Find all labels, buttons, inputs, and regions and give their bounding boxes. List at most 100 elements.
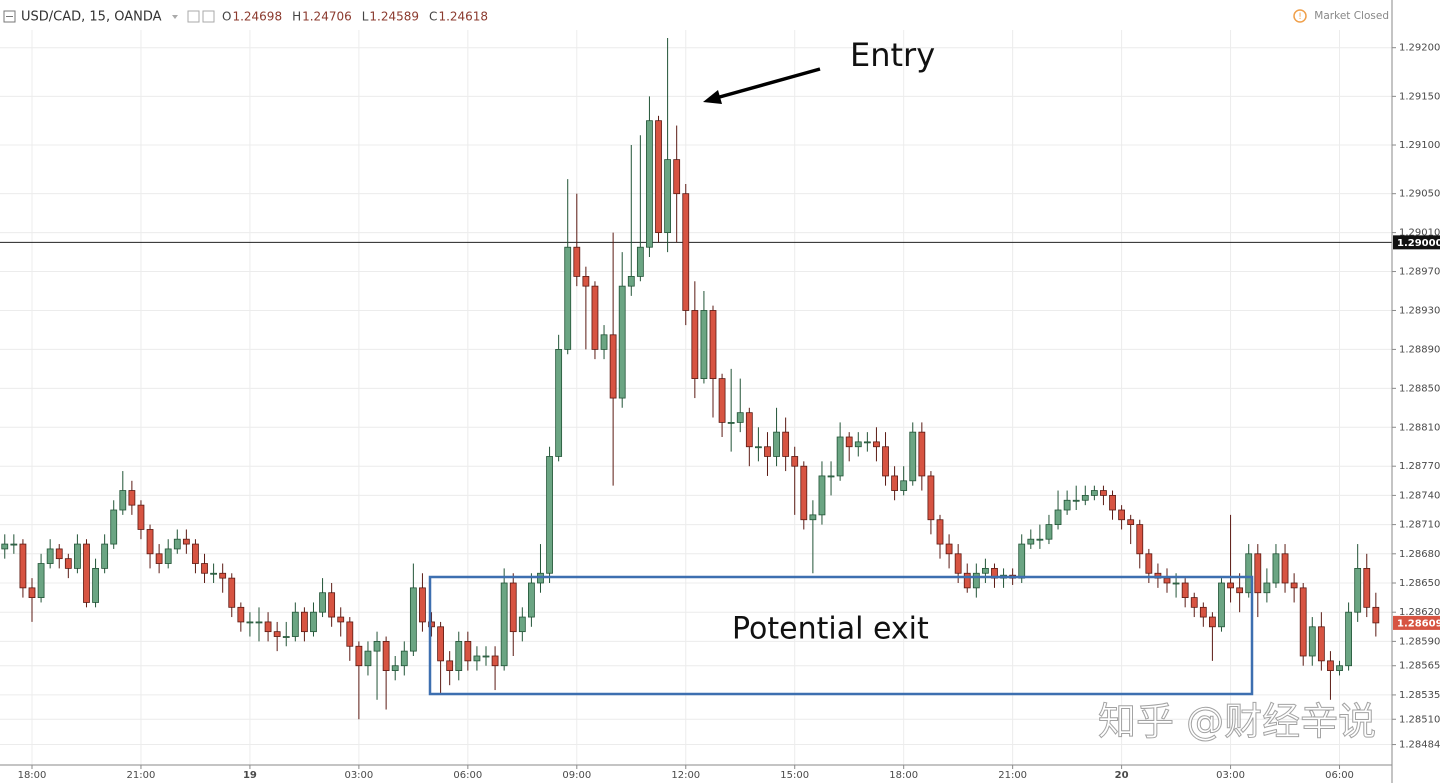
y-tick-label: 1.29050	[1399, 189, 1440, 200]
candle-body	[437, 626, 445, 662]
entry-label: Entry	[850, 36, 935, 74]
candles	[0, 37, 1392, 720]
candle-body	[119, 490, 127, 511]
candle-body	[155, 553, 163, 564]
candle-body	[128, 490, 136, 506]
ohlc-label: O	[222, 10, 231, 24]
close-icon[interactable]	[202, 10, 215, 23]
candle-body	[92, 567, 99, 603]
candle-body	[1372, 606, 1380, 624]
candle-body	[582, 276, 590, 287]
x-tick-label: 21:00	[127, 770, 156, 781]
candle-body	[1036, 538, 1044, 541]
candle-body	[310, 611, 317, 633]
candle-body	[391, 665, 399, 671]
candle-body	[509, 582, 517, 633]
candle-body	[682, 193, 690, 311]
candle-body	[273, 631, 281, 637]
candle-body	[773, 431, 780, 457]
y-tick-label: 1.28930	[1399, 305, 1440, 316]
candle-body	[210, 572, 218, 575]
candle-body	[791, 456, 799, 467]
candle-body	[1063, 499, 1071, 511]
candle-body	[900, 480, 908, 491]
y-tick-label: 1.28535	[1399, 690, 1440, 701]
candle-body	[1199, 606, 1207, 618]
candle-body	[455, 640, 463, 671]
candle-body	[936, 519, 944, 545]
dropdown-icon[interactable]	[172, 15, 178, 19]
candle-body	[337, 616, 345, 623]
candle-body	[555, 349, 563, 457]
candle-body	[28, 587, 36, 598]
candle-body	[1327, 660, 1334, 671]
candle-body	[1018, 543, 1026, 579]
candle-body	[346, 621, 354, 647]
candle-body	[564, 246, 572, 350]
candle-body	[1100, 490, 1107, 496]
x-tick-label: 12:00	[671, 770, 700, 781]
candle-body	[909, 431, 917, 482]
candle-body	[1317, 626, 1325, 662]
candle-body	[1209, 616, 1216, 628]
candle-body	[237, 606, 245, 623]
y-tick-label: 1.29100	[1399, 140, 1440, 151]
x-tick-label: 21:00	[998, 770, 1027, 781]
candle-body	[291, 611, 299, 637]
candle-body	[64, 558, 72, 569]
collapse-icon[interactable]	[3, 10, 16, 23]
candle-body	[201, 563, 208, 574]
candle-body	[618, 285, 626, 399]
candle-body	[1045, 524, 1053, 540]
candle-body	[609, 334, 617, 399]
candle-body	[1363, 567, 1371, 608]
candle-body	[1236, 587, 1244, 594]
candle-body	[1227, 582, 1234, 589]
candle-body	[74, 543, 81, 569]
candle-body	[355, 645, 363, 667]
y-tick-label: 1.29010	[1399, 228, 1440, 239]
candle-body	[491, 655, 499, 667]
candle-body	[664, 159, 671, 234]
x-tick-label: 03:00	[344, 770, 373, 781]
x-tick-label: 20	[1115, 770, 1129, 781]
candle-body	[600, 334, 608, 350]
candle-body	[464, 640, 472, 662]
settings-icon[interactable]	[187, 10, 200, 23]
exit-zone-box	[428, 575, 1254, 696]
ohlc-value: 1.24589	[369, 10, 419, 24]
candle-body	[636, 246, 644, 277]
candle-body	[528, 582, 535, 618]
candle-body	[1272, 553, 1280, 584]
candle-body	[364, 650, 372, 667]
candle-body	[1081, 495, 1089, 501]
candle-body	[10, 543, 18, 546]
candle-body	[518, 616, 526, 633]
candle-body	[1290, 582, 1298, 589]
ohlc-label: L	[362, 10, 369, 24]
candle-body	[800, 465, 808, 521]
last-price-tag: 1.28609	[1397, 618, 1440, 629]
candle-body	[1145, 553, 1153, 574]
candle-body	[37, 563, 45, 598]
candle-body	[319, 592, 326, 613]
candle-body	[482, 655, 490, 658]
candle-body	[873, 441, 880, 448]
candle-body	[718, 378, 726, 423]
candle-body	[854, 441, 862, 448]
candle-body	[228, 577, 236, 608]
y-tick-label: 1.28650	[1399, 578, 1440, 589]
candle-body	[809, 514, 817, 521]
candle-body	[1354, 567, 1362, 613]
entry-arrowhead	[703, 90, 722, 104]
candle-body	[1281, 553, 1289, 584]
y-tick-label: 1.28710	[1399, 520, 1440, 531]
y-tick-label: 1.28740	[1399, 490, 1440, 501]
x-tick-label: 15:00	[780, 770, 809, 781]
candle-body	[745, 412, 753, 448]
candle-body	[1163, 577, 1171, 584]
ohlc-label: C	[429, 10, 437, 24]
y-tick-label: 1.28770	[1399, 461, 1440, 472]
ohlc-value: 1.24698	[232, 10, 282, 24]
x-tick-label: 18:00	[889, 770, 918, 781]
